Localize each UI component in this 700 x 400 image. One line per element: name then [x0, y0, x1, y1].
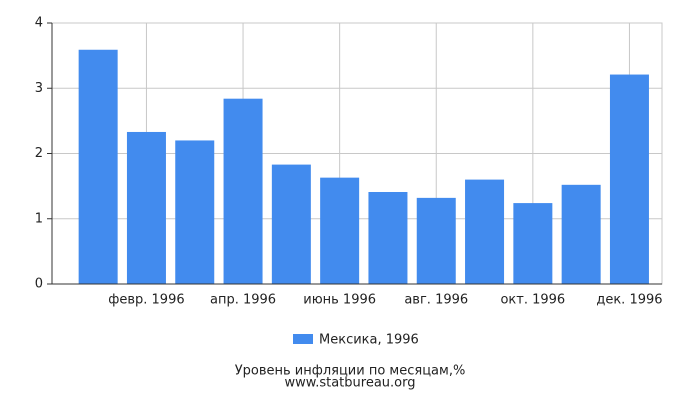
x-tick-label: авг. 1996: [404, 293, 468, 308]
bar: [368, 191, 408, 284]
x-tick-label: окт. 1996: [500, 293, 565, 308]
bar: [465, 179, 505, 284]
bar: [416, 197, 456, 284]
x-tick-label: июнь 1996: [303, 293, 376, 308]
y-tick-label: 3: [35, 81, 43, 96]
y-tick-label: 4: [35, 16, 43, 31]
y-tick-label: 1: [35, 211, 43, 226]
bar: [223, 98, 263, 284]
bar: [320, 177, 360, 284]
chart-title: Уровень инфляции по месяцам,%: [235, 364, 466, 379]
bar: [126, 131, 166, 284]
x-tick-label: дек. 1996: [596, 293, 662, 308]
bar: [561, 184, 601, 284]
legend-swatch: [293, 334, 313, 344]
y-tick-label: 0: [35, 277, 43, 292]
x-tick-label: февр. 1996: [108, 293, 184, 308]
bar: [609, 74, 649, 284]
y-tick-label: 2: [35, 146, 43, 161]
chart-subtitle: www.statbureau.org: [285, 376, 416, 391]
bar: [271, 164, 311, 284]
bar: [78, 49, 118, 284]
x-tick-label: апр. 1996: [210, 293, 276, 308]
bar: [513, 203, 553, 284]
legend-label: Мексика, 1996: [319, 333, 419, 348]
bar: [175, 140, 215, 284]
